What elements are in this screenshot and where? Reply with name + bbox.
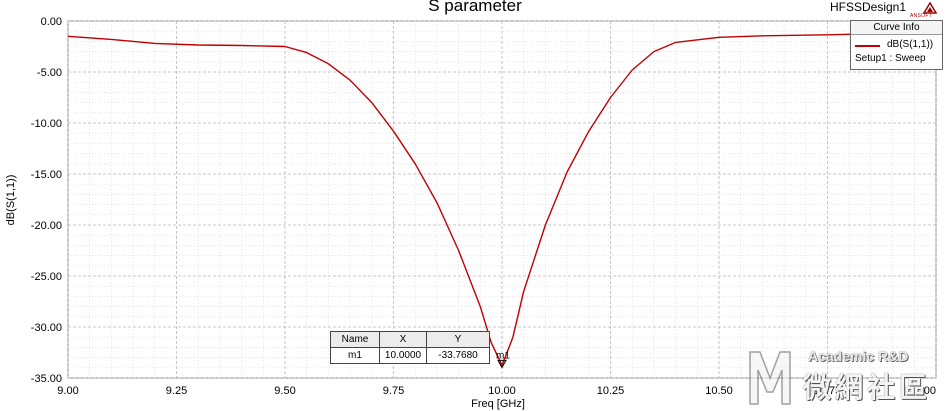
legend-line-swatch: [855, 45, 880, 47]
table-row[interactable]: m1 10.0000 -33.7680: [330, 347, 490, 364]
x-tick-label: 9.75: [383, 385, 404, 397]
x-tick-label: 10.25: [597, 385, 625, 397]
y-tick-label: 0.00: [41, 16, 62, 28]
marker-table[interactable]: Name X Y m1 10.0000 -33.7680: [330, 331, 490, 364]
x-tick-label: 9.25: [166, 385, 187, 397]
design-name: HFSSDesign1: [830, 0, 907, 14]
series-layer: [67, 31, 937, 367]
curve-info-heading: Curve Info: [851, 21, 942, 35]
chart-title: S parameter: [428, 0, 522, 15]
x-tick-label: 11.00: [909, 385, 936, 397]
y-tick-labels: 0.00 -5.00 -10.00 -15.00 -20.00 -25.00 -30.00 -…: [31, 16, 62, 385]
x-tick-label: 10.00: [488, 385, 516, 397]
x-tick-label: 9.00: [57, 385, 78, 397]
x-axis-label: Freq [GHz]: [471, 398, 525, 410]
y-tick-label: -20.00: [31, 220, 62, 232]
marker-y-cell: -33.7680: [426, 347, 490, 364]
watermark-text-cn: 微網社區: [803, 372, 932, 403]
x-tick-label: 10.75: [814, 385, 842, 397]
curve-info-legend[interactable]: Curve Info dB(S(1,1)) Setup1 : Sweep: [850, 20, 943, 70]
legend-setup: Setup1 : Sweep: [855, 53, 926, 64]
x-tick-label: 9.50: [274, 385, 295, 397]
grid-lines: [67, 20, 937, 379]
marker-triangle[interactable]: [497, 359, 507, 369]
y-tick-label: -10.00: [31, 118, 62, 130]
ansoft-logo-icon: [922, 1, 938, 14]
x-tick-label: 10.50: [705, 385, 733, 397]
legend-trace-name: dB(S(1,1)): [887, 39, 934, 50]
legend-entry[interactable]: dB(S(1,1)): [855, 39, 941, 51]
marker-label: m1: [496, 350, 510, 361]
watermark-logo-icon: [749, 351, 791, 405]
marker-col-name: Name: [330, 331, 380, 348]
y-tick-label: -30.00: [31, 322, 62, 334]
watermark-text-en: Academic R&D: [808, 348, 909, 364]
x-tick-labels: 9.00 9.25 9.50 9.75 10.00 10.25 10.50 10.75 11.0…: [57, 385, 936, 397]
y-axis-label: dB(S(1,1)): [5, 175, 17, 226]
series-line-s11: [67, 31, 937, 367]
marker-name-cell: m1: [330, 347, 380, 364]
y-tick-label: -35.00: [31, 373, 62, 385]
y-tick-label: -15.00: [31, 169, 62, 181]
marker-table-header-row: Name X Y: [330, 331, 490, 348]
y-tick-label: -25.00: [31, 271, 62, 283]
y-tick-label: -5.00: [37, 67, 62, 79]
marker-x-cell: 10.0000: [379, 347, 427, 364]
marker-col-y: Y: [426, 331, 490, 348]
logo-text: ANSOFT: [910, 13, 933, 19]
marker-layer: m1: [496, 350, 510, 369]
marker-col-x: X: [379, 331, 427, 348]
